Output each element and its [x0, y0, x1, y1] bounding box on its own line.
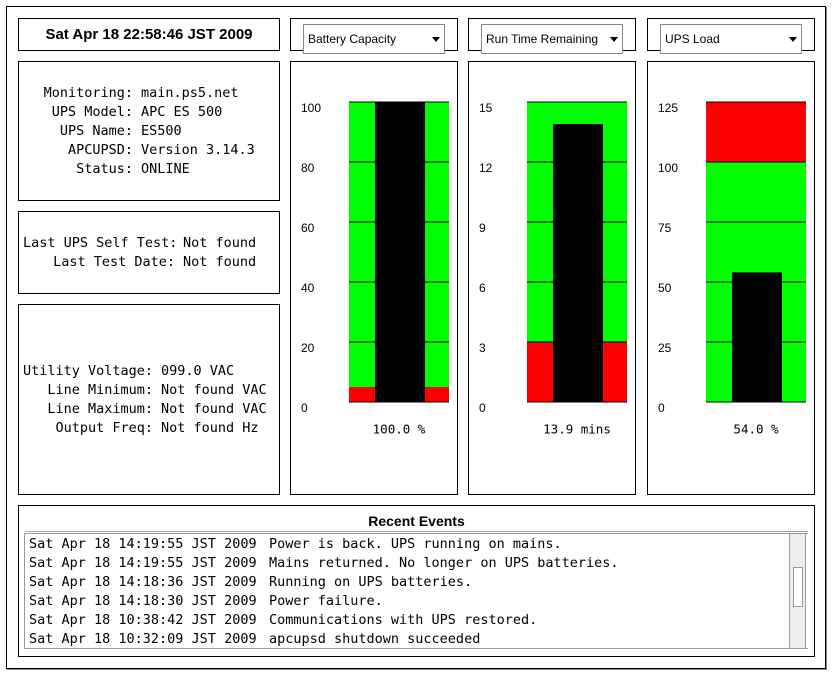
gauge-bar [553, 124, 603, 402]
y-tick-label: 80 [301, 161, 315, 175]
event-message: Mains returned. No longer on UPS batteri… [269, 555, 619, 571]
y-tick-label: 0 [479, 401, 486, 415]
gauge-panel: 0 3 6 9 12 15 13.9 mins [468, 61, 636, 495]
event-time: Sat Apr 18 14:19:55 JST 2009 [29, 536, 257, 552]
gauge-panel: 0 20 40 60 80 100 100.0 % [290, 61, 458, 495]
y-tick-label: 75 [658, 221, 672, 235]
y-tick-label: 60 [301, 221, 315, 235]
info-value: ONLINE [141, 160, 190, 177]
gauge-select: Battery Capacity [290, 18, 458, 54]
info-label: APCUPSD: [67, 141, 133, 158]
info-label: Output Freq: [55, 419, 153, 436]
info-row: Status: ONLINE [23, 160, 279, 179]
info-value: Not found Hz [161, 419, 259, 436]
y-tick-label: 40 [301, 281, 315, 295]
event-time: Sat Apr 18 14:18:36 JST 2009 [29, 574, 257, 590]
info-row: Last Test Date: Not found [23, 253, 279, 272]
event-row: Sat Apr 18 10:32:09 JST 2009 apcupsd shut… [29, 630, 808, 648]
gauge-value: 100.0 % [373, 422, 426, 437]
info-row: UPS Name: ES500 [23, 122, 279, 141]
y-tick-label: 12 [479, 161, 493, 175]
event-message: Power failure. [269, 593, 383, 609]
info-row: Line Minimum: Not found VAC [23, 381, 279, 400]
y-tick-label: 50 [658, 281, 672, 295]
gauge-value: 54.0 % [733, 422, 779, 437]
events-list: Sat Apr 18 14:19:55 JST 2009 Power is bac… [24, 533, 808, 649]
gauge: 0 3 6 9 12 15 13.9 mins [479, 101, 627, 437]
gauge-bar [732, 272, 782, 402]
event-message: apcupsd shutdown succeeded [269, 631, 481, 647]
scrollbar[interactable] [789, 533, 806, 649]
y-tick-label: 100 [301, 101, 321, 115]
info-value: Not found [183, 253, 257, 270]
info-row: Output Freq: Not found Hz [23, 419, 279, 438]
y-tick-label: 6 [479, 281, 486, 295]
info-row: UPS Model: APC ES 500 [23, 103, 279, 122]
dropdown[interactable]: UPS Load [660, 24, 802, 54]
info-label: Utility Voltage: [23, 362, 154, 379]
y-tick-label: 20 [301, 341, 315, 355]
frame [6, 6, 826, 669]
gauge: 0 20 40 60 80 100 100.0 % [301, 101, 449, 437]
info-value: 099.0 VAC [161, 362, 235, 379]
events-title: Recent Events [25, 513, 808, 532]
info-label: Line Minimum: [47, 381, 153, 398]
datetime: Sat Apr 18 22:58:46 JST 2009 [18, 18, 280, 51]
info-row: Utility Voltage: 099.0 VAC [23, 362, 279, 381]
info-label: Status: [76, 160, 133, 177]
test-panel: Last UPS Self Test: Not found Last Test Da… [18, 211, 280, 294]
info-value: Not found VAC [161, 381, 267, 398]
event-message: Communications with UPS restored. [269, 612, 538, 628]
gauge-select: UPS Load [647, 18, 815, 54]
voltage-panel: Utility Voltage: 099.0 VAC Line Minimum: No… [18, 304, 280, 495]
event-message: Power is back. UPS running on mains. [269, 536, 562, 552]
info-value: main.ps5.net [141, 84, 239, 101]
info-value: APC ES 500 [141, 103, 223, 120]
y-tick-label: 125 [658, 101, 678, 115]
event-time: Sat Apr 18 14:18:30 JST 2009 [29, 593, 257, 609]
info-label: UPS Model: [51, 103, 133, 120]
y-tick-label: 0 [658, 401, 665, 415]
y-tick-label: 0 [301, 401, 308, 415]
y-tick-label: 25 [658, 341, 672, 355]
info-row: Last UPS Self Test: Not found [23, 234, 279, 253]
y-tick-label: 3 [479, 341, 486, 355]
gauge-zone [706, 102, 806, 162]
gauge-panel: 0 25 50 75 100 125 54.0 % [647, 61, 815, 495]
info-row: Monitoring: main.ps5.net [23, 84, 279, 103]
gauge: 0 25 50 75 100 125 54.0 % [658, 101, 806, 437]
y-tick-label: 9 [479, 221, 486, 235]
status-panel: Monitoring: main.ps5.net UPS Model: APC ES … [18, 61, 280, 201]
event-time: Sat Apr 18 10:38:42 JST 2009 [29, 612, 257, 628]
info-row: APCUPSD: Version 3.14.3 [23, 141, 279, 160]
gauge-value: 13.9 mins [543, 422, 611, 437]
info-label: UPS Name: [59, 122, 133, 139]
event-message: Running on UPS batteries. [269, 574, 473, 590]
event-row: Sat Apr 18 14:19:55 JST 2009 Power is bac… [29, 535, 808, 554]
event-time: Sat Apr 18 14:19:55 JST 2009 [29, 555, 257, 571]
events-panel: Recent Events Sat Apr 18 14:19:55 JST 20… [18, 505, 815, 657]
y-tick-label: 100 [658, 161, 678, 175]
info-label: Monitoring: [43, 84, 133, 101]
gauge-bar [375, 102, 425, 402]
event-row: Sat Apr 18 14:19:55 JST 2009 Mains return… [29, 554, 808, 573]
info-value: Not found [183, 234, 257, 251]
info-value: ES500 [141, 122, 182, 139]
scroll-thumb[interactable] [793, 567, 803, 607]
info-label: Line Maximum: [47, 400, 153, 417]
dropdown[interactable]: Battery Capacity [303, 24, 445, 54]
event-time: Sat Apr 18 10:32:09 JST 2009 [29, 631, 257, 647]
info-value: Not found VAC [161, 400, 267, 417]
y-tick-label: 15 [479, 101, 493, 115]
event-row: Sat Apr 18 14:18:30 JST 2009 Power failur… [29, 592, 808, 611]
info-label: Last UPS Self Test: [23, 234, 178, 251]
event-row: Sat Apr 18 14:18:36 JST 2009 Running on U… [29, 573, 808, 592]
event-row: Sat Apr 18 10:38:42 JST 2009 Communicatio… [29, 611, 808, 630]
info-label: Last Test Date: [53, 253, 175, 270]
dropdown[interactable]: Run Time Remaining [481, 24, 623, 54]
gauge-select: Run Time Remaining [468, 18, 636, 54]
info-value: Version 3.14.3 [141, 141, 255, 158]
info-row: Line Maximum: Not found VAC [23, 400, 279, 419]
